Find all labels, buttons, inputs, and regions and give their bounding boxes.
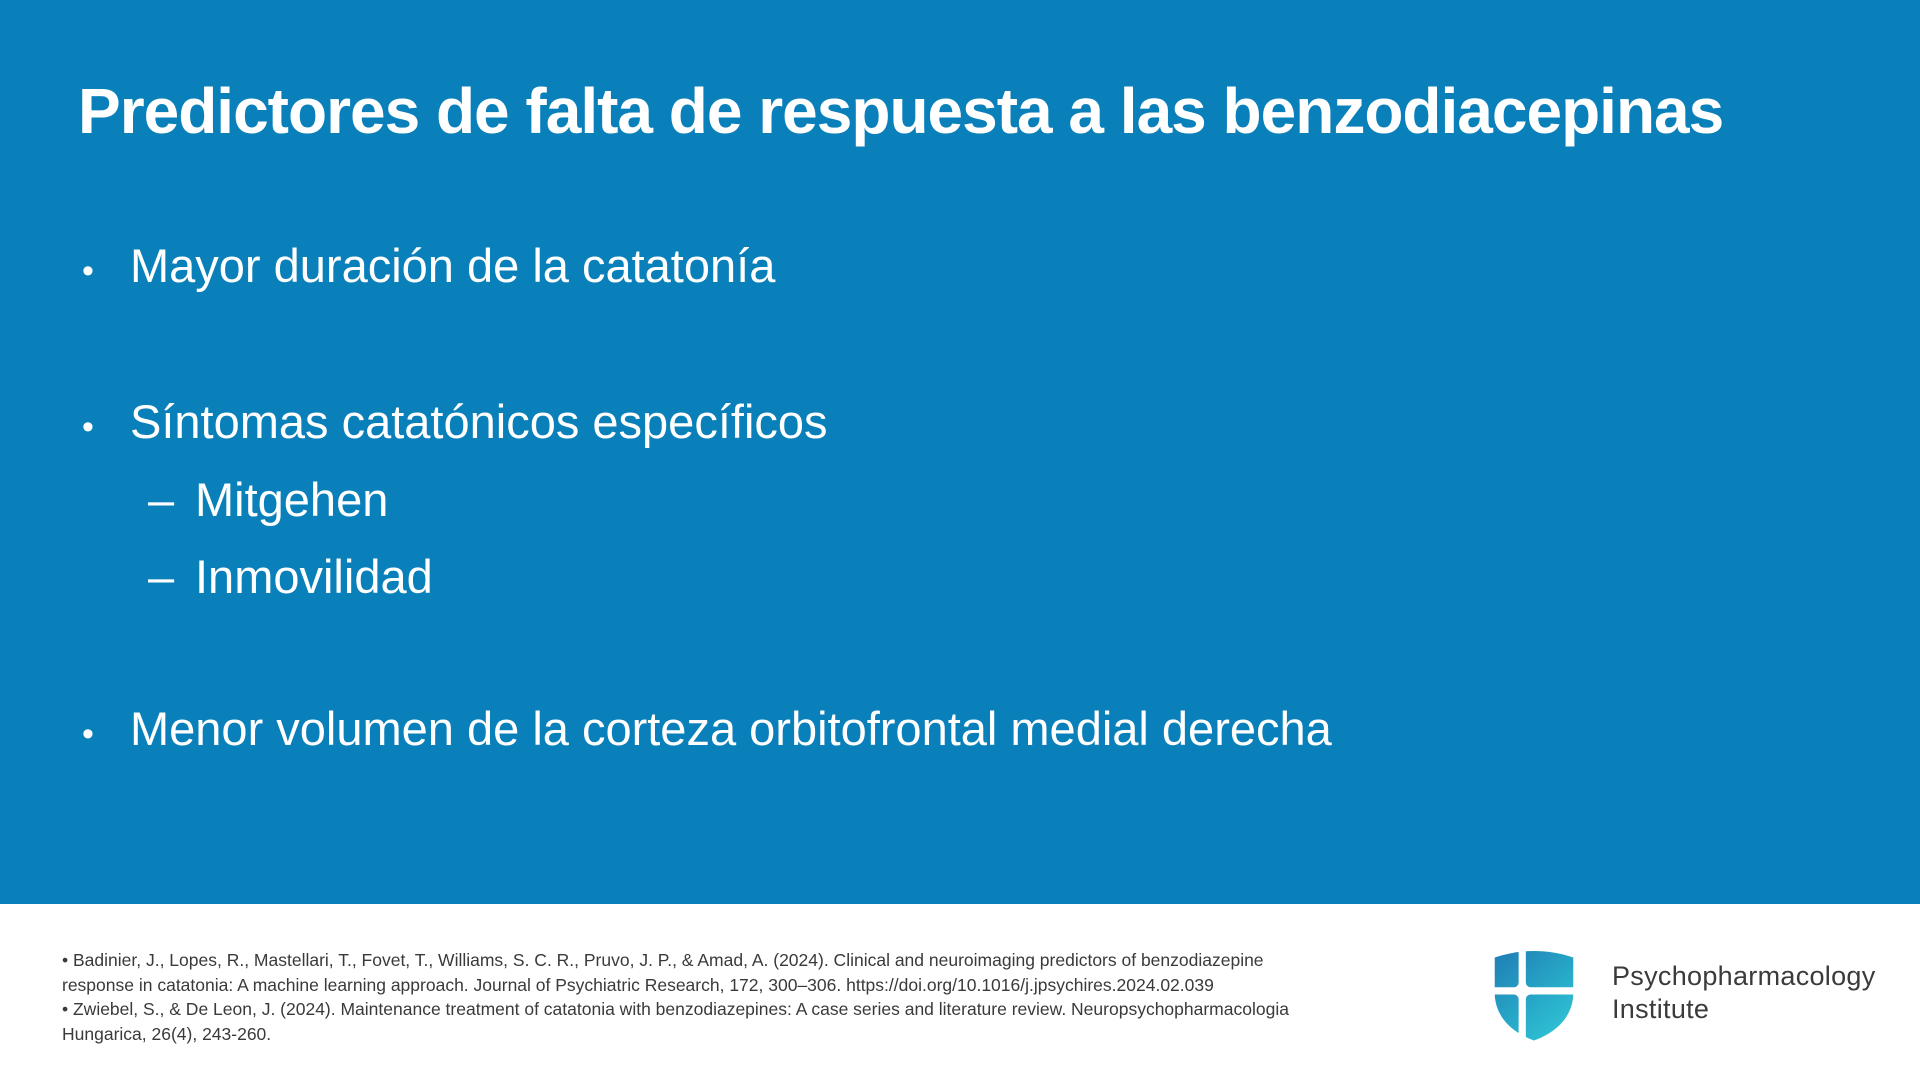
reference-line: Hungarica, 26(4), 243-260. [62, 1023, 272, 1044]
shield-logo-icon [1494, 951, 1574, 1041]
sub-bullet-item: – Inmovilidad [148, 549, 433, 605]
bullet-text: Menor volumen de la corteza orbitofronta… [130, 702, 1332, 755]
bullet-dot-icon: • [82, 408, 94, 446]
logo-line-2: Institute [1612, 994, 1710, 1024]
logo-line-1: Psychopharmacology [1612, 961, 1876, 991]
bullet-item: • Mayor duración de la catatonía [82, 238, 775, 294]
reference-line: • Zwiebel, S., & De Leon, J. (2024). Mai… [62, 999, 1289, 1019]
slide-title: Predictores de falta de respuesta a las … [78, 75, 1724, 147]
reference-line: • Badinier, J., Lopes, R., Mastellari, T… [62, 950, 1264, 970]
bullet-text: Síntomas catatónicos específicos [130, 395, 828, 448]
bullet-item: • Síntomas catatónicos específicos [82, 394, 828, 450]
sub-bullet-text: Inmovilidad [195, 550, 433, 603]
bullet-dot-icon: • [82, 252, 94, 290]
sub-bullet-item: – Mitgehen [148, 472, 388, 528]
references-block: • Badinier, J., Lopes, R., Mastellari, T… [62, 948, 1289, 1046]
bullet-item: • Menor volumen de la corteza orbitofron… [82, 701, 1332, 757]
sub-bullet-text: Mitgehen [195, 473, 389, 526]
bullet-dot-icon: • [82, 715, 94, 753]
bullet-text: Mayor duración de la catatonía [130, 239, 776, 292]
reference-line: response in catatonia: A machine learnin… [62, 974, 1214, 995]
dash-icon: – [148, 473, 175, 526]
slide-background [0, 0, 1920, 904]
institute-logo-text: Psychopharmacology Institute [1612, 960, 1876, 1026]
dash-icon: – [148, 550, 175, 603]
